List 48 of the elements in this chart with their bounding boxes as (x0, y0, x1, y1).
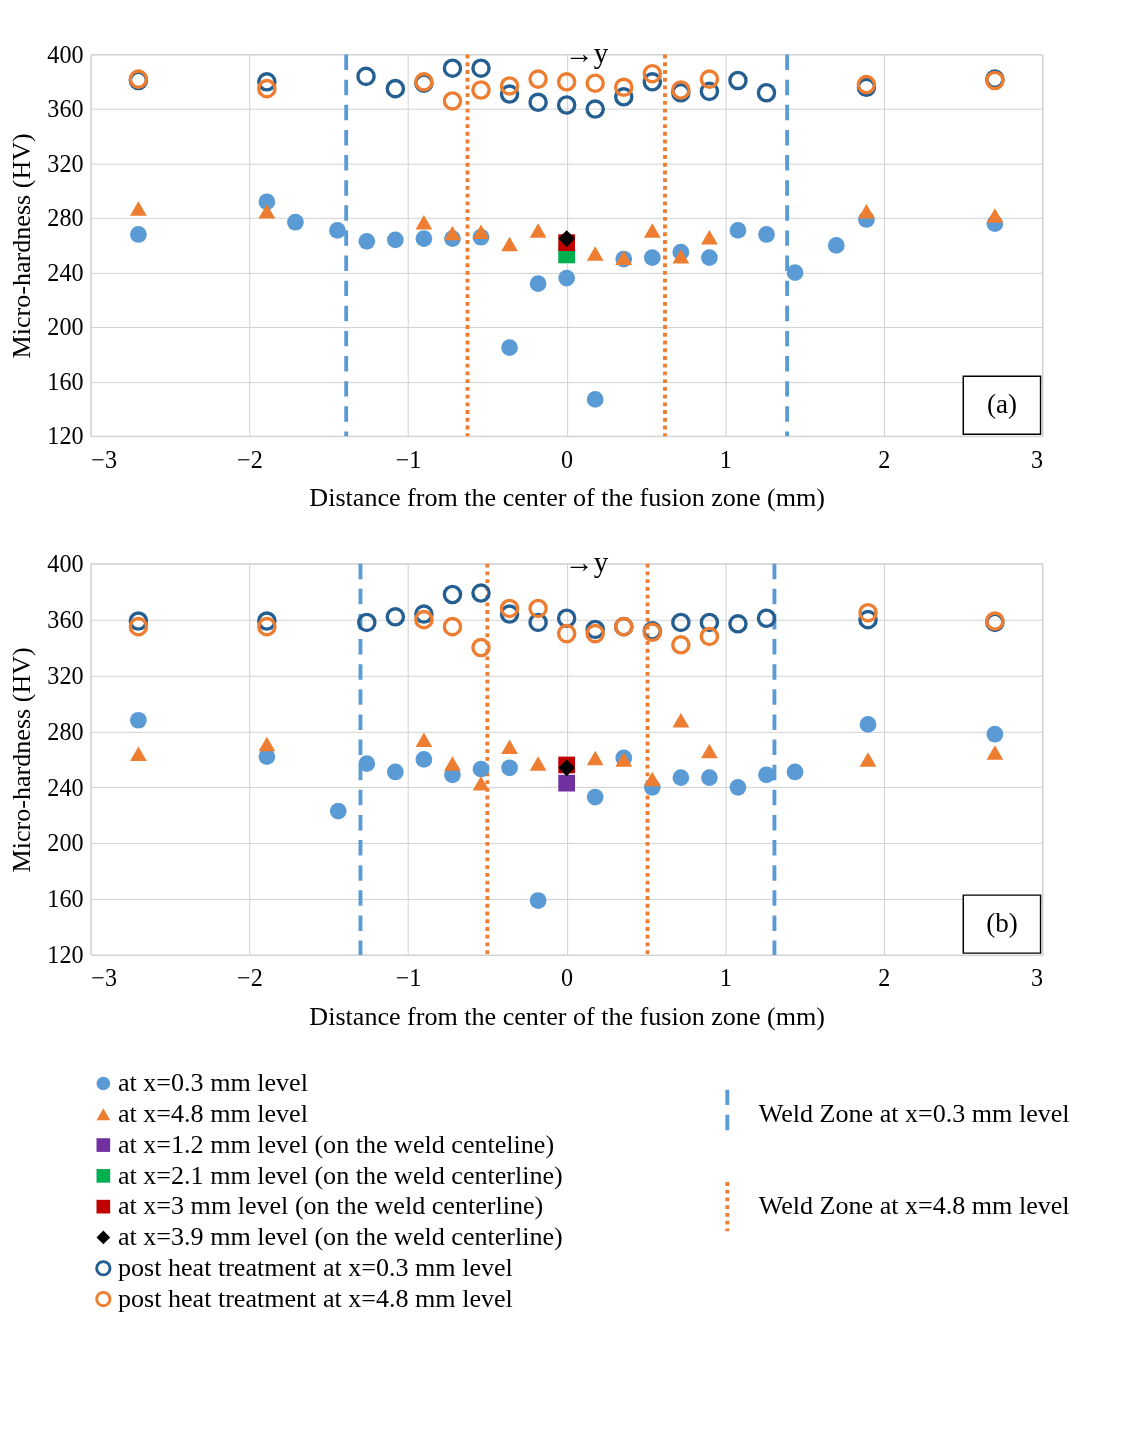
x-tick-label: −3 (91, 964, 117, 992)
x-tick-label: −1 (395, 964, 422, 992)
y-tick-label: 160 (47, 367, 84, 395)
x-tick-label: 3 (1030, 964, 1043, 992)
y-tick-label: 120 (47, 422, 84, 450)
y-tick-label: 160 (47, 885, 84, 913)
x-tick-label: 3 (1030, 445, 1043, 473)
y-tick-label: 200 (47, 313, 84, 341)
x-tick-label: −3 (91, 445, 117, 473)
y-tick-label: 200 (47, 829, 84, 857)
y-tick-label: 280 (47, 717, 84, 745)
annotation: →y (564, 546, 609, 579)
y-tick-label: 320 (47, 661, 84, 689)
text: Weld Zone at x=0.3 mm level (758, 1099, 1070, 1128)
legend-label: at x=1.2 mm level (on the weld centeline) (117, 1129, 555, 1159)
x-tick-label: 0 (561, 964, 574, 992)
y-tick-label: 120 (47, 941, 84, 969)
y-tick-label: 320 (47, 149, 84, 177)
legend-label: at x=4.8 mm level (117, 1099, 308, 1128)
x-axis-title: Distance from the center of the fusion zone (mm) (309, 1002, 825, 1032)
annotation: (a) (986, 389, 1017, 420)
y-tick-label: 240 (47, 258, 84, 286)
legend-label: post heat treatment at x=0.3 mm level (117, 1252, 513, 1282)
legend-label: at x=3.9 mm level (on the weld centerline) (117, 1222, 563, 1252)
y-tick-label: 400 (47, 549, 84, 577)
y-tick-label: 280 (47, 204, 84, 232)
legend-label: at x=2.1 mm level (on the weld centerline) (117, 1160, 563, 1190)
x-tick-label: 1 (719, 964, 732, 992)
x-tick-label: 2 (878, 964, 891, 992)
x-tick-label: −1 (395, 445, 422, 473)
x-tick-label: −2 (237, 445, 263, 473)
x-tick-label: 0 (561, 445, 574, 473)
x-axis-title: Distance from the center of the fusion zone (mm) (309, 483, 825, 513)
x-tick-label: −2 (237, 964, 263, 992)
y-axis-title: Micro-hardness (HV) (6, 133, 36, 359)
y-tick-label: 360 (47, 95, 84, 123)
text: Weld Zone at x=4.8 mm level (758, 1191, 1070, 1221)
annotation: →y (564, 37, 609, 70)
y-tick-label: 360 (47, 605, 84, 633)
y-axis-title: Micro-hardness (HV) (6, 647, 36, 873)
y-tick-label: 400 (47, 40, 84, 68)
y-tick-label: 240 (47, 773, 84, 801)
legend-label: post heat treatment at x=4.8 mm level (117, 1283, 513, 1313)
legend-label: at x=0.3 mm level (117, 1068, 308, 1098)
annotation: (b) (986, 907, 1018, 938)
legend-label: at x=3 mm level (on the weld centerline) (117, 1191, 544, 1221)
x-tick-label: 2 (878, 445, 891, 473)
x-tick-label: 1 (719, 445, 732, 473)
